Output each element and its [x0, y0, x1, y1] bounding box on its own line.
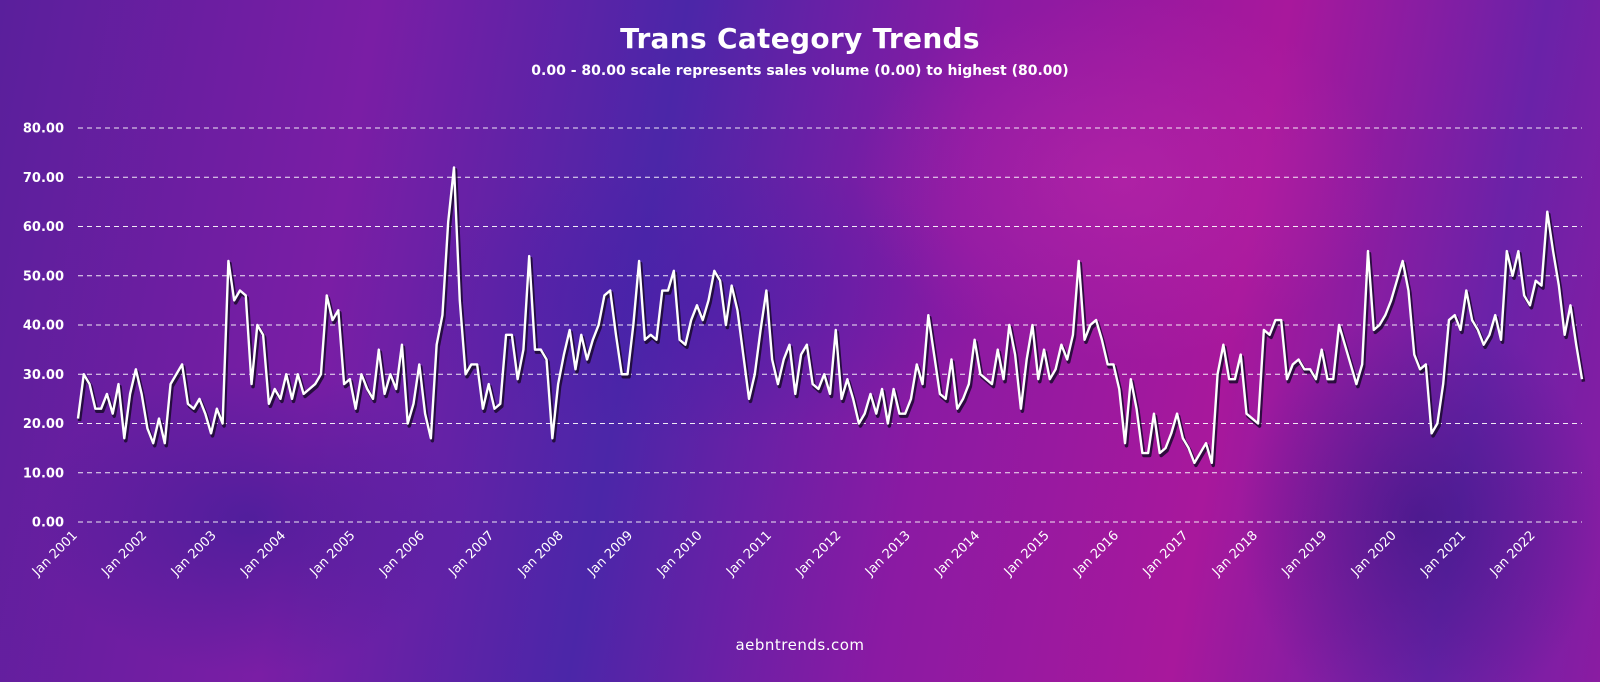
x-tick-label: Jan 2005 [307, 528, 359, 580]
x-tick-label: Jan 2017 [1140, 528, 1192, 580]
y-tick-label: 20.00 [23, 417, 64, 432]
y-tick-label: 70.00 [23, 171, 64, 186]
y-tick-label: 40.00 [23, 319, 64, 334]
x-tick-label: Jan 2011 [723, 528, 775, 580]
series-line-shadow [77, 168, 1586, 468]
chart-subtitle: 0.00 - 80.00 scale represents sales volu… [531, 63, 1069, 79]
x-tick-label: Jan 2010 [654, 528, 706, 580]
y-tick-label: 0.00 [32, 516, 64, 531]
x-tick-label: Jan 2008 [515, 528, 567, 580]
chart-title: Trans Category Trends [620, 22, 980, 55]
x-tick-label: Jan 2003 [168, 528, 220, 580]
x-tick-label: Jan 2006 [376, 528, 428, 580]
x-tick-label: Jan 2012 [793, 528, 845, 580]
x-tick-label: Jan 2004 [237, 528, 289, 580]
x-tick-label: Jan 2007 [446, 528, 498, 580]
x-tick-label: Jan 2018 [1209, 528, 1261, 580]
x-tick-label: Jan 2015 [1001, 528, 1053, 580]
x-tick-label: Jan 2016 [1070, 528, 1122, 580]
y-tick-label: 50.00 [23, 269, 64, 284]
y-tick-label: 10.00 [23, 466, 64, 481]
x-tick-label: Jan 2001 [29, 528, 81, 580]
x-tick-label: Jan 2014 [931, 528, 983, 580]
y-tick-label: 80.00 [23, 122, 64, 137]
x-tick-label: Jan 2013 [862, 528, 914, 580]
site-footer: aebntrends.com [735, 636, 865, 654]
x-tick-label: Jan 2019 [1278, 528, 1330, 580]
y-tick-label: 30.00 [23, 368, 64, 383]
y-tick-label: 60.00 [23, 220, 64, 235]
series-line [76, 166, 1584, 465]
x-tick-label: Jan 2020 [1348, 528, 1400, 580]
x-tick-label: Jan 2009 [584, 528, 636, 580]
x-tick-label: Jan 2021 [1417, 528, 1469, 580]
x-tick-label: Jan 2002 [98, 528, 150, 580]
x-tick-label: Jan 2022 [1487, 528, 1539, 580]
